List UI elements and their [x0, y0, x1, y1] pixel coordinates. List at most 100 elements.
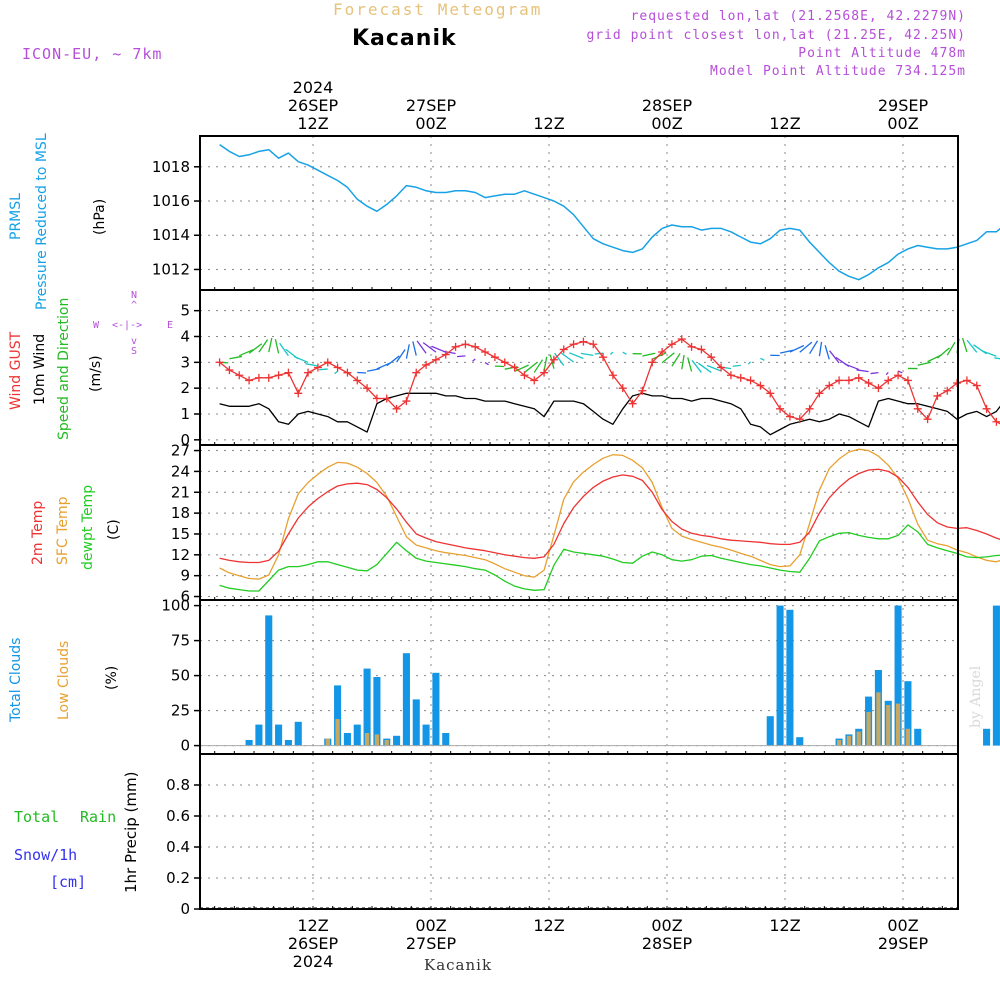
gust-marker	[962, 376, 971, 385]
wind-arrow	[642, 352, 656, 357]
wind-arrow	[661, 352, 675, 364]
gust-marker	[461, 340, 470, 349]
wind-arrow	[829, 350, 840, 364]
wind-arrow	[844, 363, 859, 371]
gust-marker	[667, 340, 676, 349]
wind-arrow	[897, 370, 903, 374]
total-cloud-bar	[412, 699, 420, 746]
top-time-label: 26SEP	[288, 96, 339, 115]
wind-arrow	[238, 349, 254, 357]
wind-arrow	[994, 357, 1000, 360]
total-cloud-bar	[245, 740, 253, 746]
wind-arrow	[651, 352, 667, 360]
total-cloud-bar	[914, 728, 922, 746]
y-tick-label: 1016	[152, 192, 190, 210]
gust-marker	[874, 384, 883, 393]
y-tick-label: 0.4	[166, 838, 190, 856]
total-cloud-bar	[992, 605, 1000, 746]
bottom-time-label: 00Z	[887, 916, 918, 935]
total-cloud-bar	[373, 677, 381, 746]
y-tick-label: 3	[180, 353, 190, 371]
wind-arrow	[524, 362, 538, 374]
wind-arrow	[732, 364, 741, 367]
wind-arrow	[671, 353, 681, 367]
gust-marker	[736, 373, 745, 382]
model-name: ICON-EU, ~ 7km	[22, 45, 163, 63]
gust-marker	[245, 376, 254, 385]
gust-marker	[628, 399, 637, 408]
gust-marker	[313, 363, 322, 372]
gust-marker	[343, 368, 352, 377]
wind-arrow	[856, 369, 869, 373]
wind-arrow	[416, 340, 427, 354]
total-cloud-bar	[294, 721, 302, 746]
gust-marker	[608, 371, 617, 380]
gust-marker	[284, 368, 293, 377]
gust-marker	[304, 368, 313, 377]
y-tick-label: 18	[171, 504, 190, 522]
gridpoint-coords: grid point closest lon,lat (21.25E, 42.2…	[586, 28, 966, 43]
y-tick-label: 0.8	[166, 776, 190, 794]
y-tick-label: 25	[171, 702, 190, 720]
gust-marker	[805, 404, 814, 413]
y-tick-label: 21	[171, 483, 190, 501]
gust-marker	[854, 373, 863, 382]
y-tick-label: 100	[161, 597, 190, 615]
gust-marker	[392, 404, 401, 413]
low-cloud-bar	[384, 740, 389, 746]
low-cloud-bar	[886, 705, 891, 746]
gust-marker	[864, 379, 873, 387]
compass-down: v	[131, 336, 138, 347]
gust-marker	[274, 371, 283, 380]
low-cloud-bar	[335, 719, 340, 746]
gust-marker	[756, 381, 765, 390]
panel-frame	[199, 444, 959, 601]
gust-marker	[372, 394, 381, 403]
top-time-label: 12Z	[297, 114, 328, 133]
wind-arrow	[229, 355, 243, 360]
point-altitude: Point Altitude 478m	[798, 46, 966, 61]
gust-marker	[382, 394, 391, 403]
gust-marker	[422, 360, 431, 369]
low-cloud-bar	[374, 734, 380, 746]
gust-marker	[648, 358, 657, 367]
compass-e: E	[167, 320, 174, 331]
gust-marker	[835, 376, 844, 385]
total-cloud-bar	[776, 605, 784, 746]
bottom-time-label: 12Z	[297, 916, 328, 935]
gust-marker	[471, 342, 480, 351]
gust-marker	[884, 376, 893, 385]
wind-arrow	[966, 339, 978, 353]
wind-arrow	[982, 350, 997, 357]
wind-arrow	[622, 351, 627, 355]
wind-arrow	[706, 364, 722, 372]
y-tick-label: 5	[180, 302, 190, 320]
bottom-time-label: 00Z	[651, 916, 682, 935]
total-cloud-bar	[275, 724, 283, 746]
gust-marker	[599, 353, 608, 362]
bottom-time-label: 12Z	[533, 916, 564, 935]
bottom-time-label: 27SEP	[406, 934, 457, 953]
panel-frame	[199, 289, 959, 446]
gust-marker	[412, 368, 421, 377]
bottom-time-label: 29SEP	[878, 934, 929, 953]
wind-arrow	[687, 357, 693, 372]
panel-frame	[199, 599, 959, 755]
gust-marker	[746, 376, 755, 385]
wind-arrow	[594, 352, 604, 355]
total-cloud-bar	[393, 735, 401, 746]
total-cloud-bar	[334, 685, 342, 746]
wind-arrow	[268, 337, 273, 353]
prmsl-line	[219, 143, 1000, 281]
gust-marker	[776, 404, 785, 413]
gust-marker	[549, 355, 558, 364]
compass-arrows: <-|->	[112, 320, 143, 331]
top-time-label: 28SEP	[642, 96, 693, 115]
panel-frame	[199, 135, 959, 291]
top-time-label: 00Z	[887, 114, 918, 133]
wind-arrow	[484, 362, 489, 366]
wind-arrow	[747, 361, 752, 365]
total-cloud-bar	[432, 672, 440, 746]
wind-arrow	[681, 354, 685, 370]
total-cloud-bar	[786, 609, 794, 746]
